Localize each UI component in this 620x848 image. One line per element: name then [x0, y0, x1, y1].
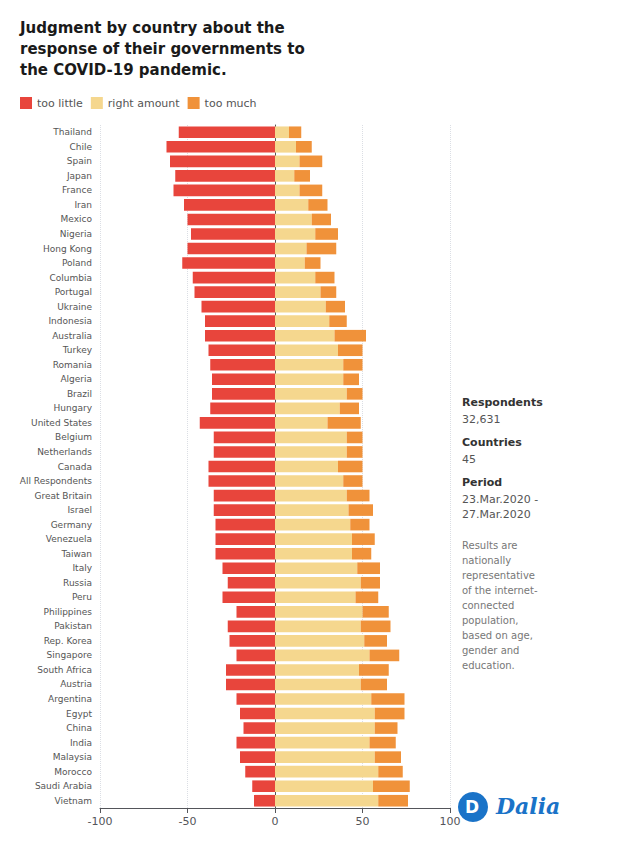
svg-text:Taiwan: Taiwan — [60, 549, 92, 559]
svg-text:nationally: nationally — [462, 555, 511, 566]
svg-text:Argentina: Argentina — [48, 694, 92, 704]
svg-text:Ukraine: Ukraine — [57, 302, 92, 312]
svg-text:Portugal: Portugal — [55, 287, 92, 297]
svg-text:France: France — [62, 185, 92, 195]
svg-text:Japan: Japan — [66, 171, 92, 181]
svg-text:based on age,: based on age, — [462, 630, 533, 641]
svg-text:response of their governments: response of their governments to — [20, 40, 305, 58]
svg-text:Saudi Arabia: Saudi Arabia — [35, 781, 92, 791]
svg-text:Russia: Russia — [63, 578, 92, 588]
svg-text:Malaysia: Malaysia — [53, 752, 92, 762]
svg-text:Chile: Chile — [69, 142, 92, 152]
svg-text:27.Mar.2020: 27.Mar.2020 — [462, 508, 531, 521]
svg-text:too little: too little — [37, 97, 83, 110]
svg-text:South Africa: South Africa — [37, 665, 92, 675]
svg-text:China: China — [66, 723, 92, 733]
svg-text:India: India — [70, 738, 92, 748]
svg-text:Indonesia: Indonesia — [48, 316, 92, 326]
svg-text:Algeria: Algeria — [60, 374, 92, 384]
svg-text:too much: too much — [205, 97, 257, 110]
svg-text:Italy: Italy — [72, 563, 92, 573]
svg-text:Judgment by country about the: Judgment by country about the — [19, 19, 285, 37]
svg-text:D: D — [465, 797, 479, 817]
svg-text:Iran: Iran — [74, 200, 92, 210]
svg-text:23.Mar.2020 -: 23.Mar.2020 - — [462, 493, 538, 506]
svg-text:0: 0 — [272, 815, 279, 828]
svg-text:Results are: Results are — [462, 540, 517, 551]
svg-text:Hong Kong: Hong Kong — [43, 244, 92, 254]
svg-text:Turkey: Turkey — [62, 345, 93, 355]
svg-text:-50: -50 — [179, 815, 197, 828]
svg-text:Columbia: Columbia — [50, 273, 93, 283]
svg-text:All Respondents: All Respondents — [20, 476, 93, 486]
svg-text:Dalia: Dalia — [495, 793, 560, 819]
svg-text:Hungary: Hungary — [54, 403, 93, 413]
svg-text:Morocco: Morocco — [54, 767, 92, 777]
svg-text:gender and: gender and — [462, 645, 519, 656]
svg-text:Netherlands: Netherlands — [37, 447, 92, 457]
svg-text:Countries: Countries — [462, 436, 522, 449]
svg-text:Great Britain: Great Britain — [34, 491, 92, 501]
svg-text:Singapore: Singapore — [47, 650, 93, 660]
svg-text:Mexico: Mexico — [61, 214, 93, 224]
svg-text:45: 45 — [462, 453, 476, 466]
svg-text:Respondents: Respondents — [462, 396, 543, 409]
svg-text:Austria: Austria — [60, 679, 92, 689]
svg-text:of the internet-: of the internet- — [462, 585, 538, 596]
svg-text:Brazil: Brazil — [67, 389, 92, 399]
svg-text:50: 50 — [356, 815, 370, 828]
svg-text:Egypt: Egypt — [66, 709, 92, 719]
svg-text:the COVID-19 pandemic.: the COVID-19 pandemic. — [20, 61, 227, 79]
svg-text:Spain: Spain — [67, 156, 92, 166]
svg-text:connected: connected — [462, 600, 514, 611]
svg-text:education.: education. — [462, 660, 515, 671]
svg-text:Thailand: Thailand — [52, 127, 92, 137]
svg-text:Australia: Australia — [52, 331, 92, 341]
svg-text:Canada: Canada — [58, 462, 92, 472]
svg-text:representative: representative — [462, 570, 535, 581]
svg-text:Israel: Israel — [67, 505, 92, 515]
svg-text:Nigeria: Nigeria — [60, 229, 92, 239]
svg-text:100: 100 — [440, 815, 461, 828]
svg-text:Period: Period — [462, 476, 502, 489]
svg-text:Germany: Germany — [51, 520, 93, 530]
svg-text:Rep. Korea: Rep. Korea — [44, 636, 92, 646]
svg-text:Pakistan: Pakistan — [54, 621, 92, 631]
svg-text:32,631: 32,631 — [462, 413, 501, 426]
svg-text:Romania: Romania — [53, 360, 92, 370]
svg-text:Poland: Poland — [62, 258, 92, 268]
svg-text:United States: United States — [31, 418, 92, 428]
svg-text:right amount: right amount — [108, 97, 180, 110]
svg-text:Vietnam: Vietnam — [54, 796, 92, 806]
svg-text:Philippines: Philippines — [44, 607, 93, 617]
svg-text:Venezuela: Venezuela — [46, 534, 92, 544]
svg-text:Belgium: Belgium — [55, 432, 92, 442]
svg-text:-100: -100 — [88, 815, 113, 828]
svg-text:Peru: Peru — [72, 592, 92, 602]
svg-text:population,: population, — [462, 615, 518, 626]
